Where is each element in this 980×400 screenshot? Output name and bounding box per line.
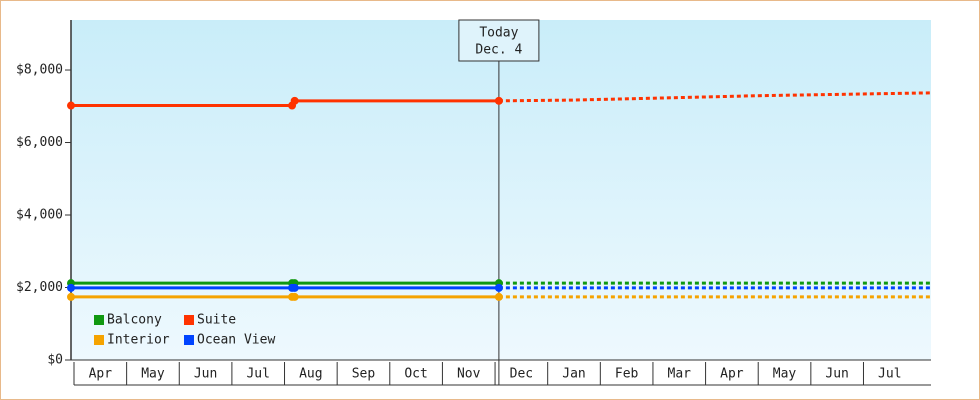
x-tick-label: Jun xyxy=(825,367,848,382)
legend-label: Ocean View xyxy=(197,333,275,348)
x-tick-label: May xyxy=(141,367,165,382)
x-tick-label: Aug xyxy=(299,367,322,382)
point xyxy=(67,101,75,110)
legend-label: Balcony xyxy=(107,313,162,328)
point xyxy=(67,283,75,292)
legend-swatch xyxy=(94,315,104,325)
x-tick-label: Apr xyxy=(89,367,113,382)
legend-swatch xyxy=(184,335,194,345)
y-tick-label: $8,000 xyxy=(16,63,63,78)
x-tick-label: Nov xyxy=(457,367,481,382)
point xyxy=(494,283,503,292)
y-tick-label: $0 xyxy=(47,353,63,368)
point xyxy=(290,283,299,292)
x-tick-label: Oct xyxy=(404,367,427,382)
x-tick-label: Jun xyxy=(194,367,217,382)
legend-swatch xyxy=(94,335,104,345)
today-date: Dec. 4 xyxy=(475,43,522,58)
point xyxy=(67,292,75,301)
x-tick-label: May xyxy=(773,367,797,382)
legend-label: Suite xyxy=(197,313,236,328)
x-tick-label: Jul xyxy=(878,367,901,382)
y-tick-label: $4,000 xyxy=(16,208,63,223)
x-tick-label: Jan xyxy=(562,367,585,382)
x-tick-label: Feb xyxy=(615,367,639,382)
x-tick-label: Dec xyxy=(510,367,533,382)
x-tick-label: Mar xyxy=(668,367,692,382)
point xyxy=(290,292,299,301)
x-tick-label: Sep xyxy=(352,367,376,382)
legend-swatch xyxy=(184,315,194,325)
y-tick-label: $6,000 xyxy=(16,135,63,150)
legend-label: Interior xyxy=(107,333,170,348)
point xyxy=(494,96,503,105)
point xyxy=(494,292,503,301)
plot-area xyxy=(71,20,931,360)
x-tick-label: Apr xyxy=(720,367,744,382)
today-label: Today xyxy=(479,26,518,41)
x-tick-label: Jul xyxy=(246,367,269,382)
y-tick-label: $2,000 xyxy=(16,280,63,295)
point xyxy=(290,96,299,105)
today-box xyxy=(458,19,540,62)
